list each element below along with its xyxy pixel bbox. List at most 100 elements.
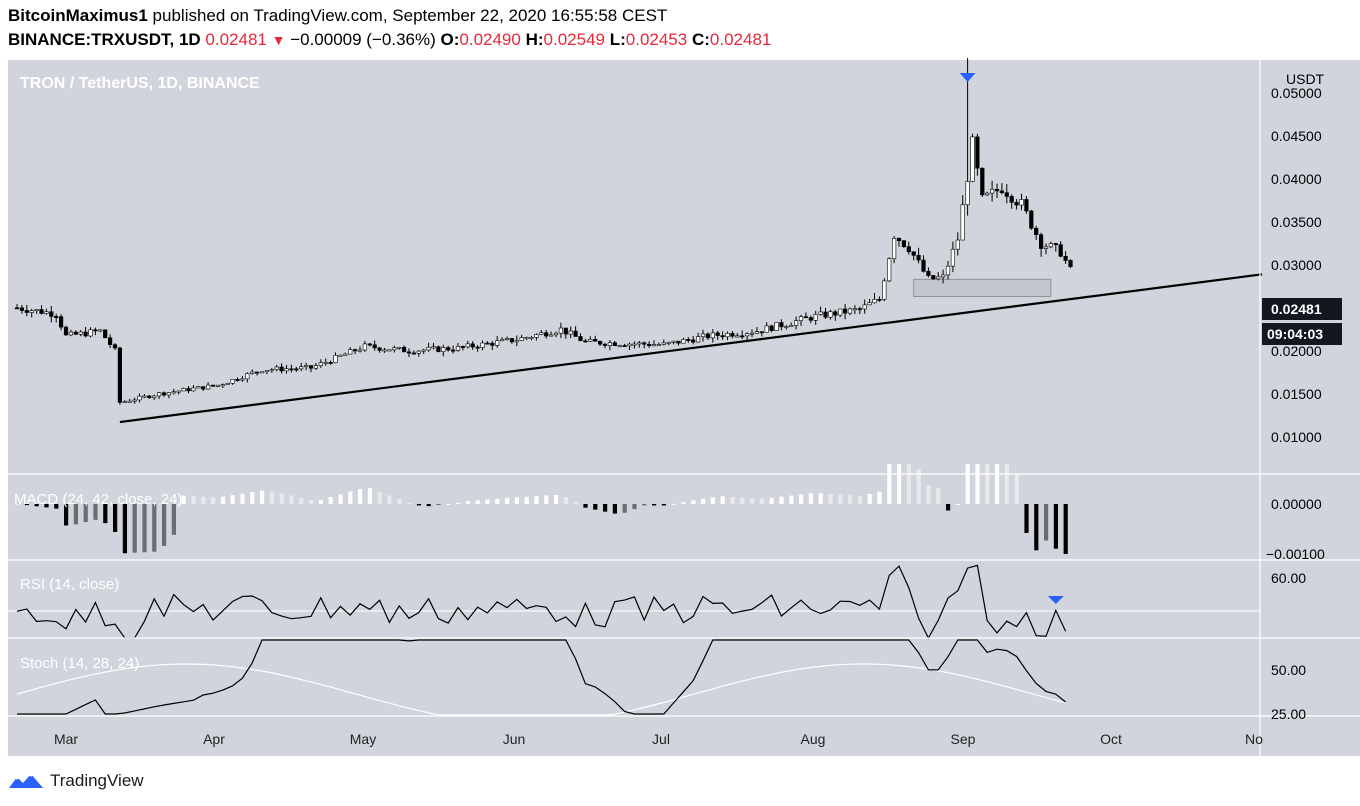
candle-up [989,188,995,194]
candle-up [735,335,740,338]
candle-down [769,325,774,331]
ascending-trendline [119,273,1263,424]
candle-down [83,331,88,337]
chart-background [8,60,1260,756]
macd-bar [485,499,490,504]
candle-up [1019,199,1024,206]
macd-bar [348,491,353,504]
candle-up [230,379,235,384]
candle-down [186,388,191,392]
candle-up [34,309,39,311]
macd-bar [426,504,431,507]
candle-down [705,333,710,339]
month-nov: No [1245,731,1263,747]
candle-down [117,347,122,403]
candle-up [284,368,289,372]
ohlc-line: BINANCE:TRXUSDT, 1D 0.02481 ▼ −0.00009 (… [8,30,771,50]
candle-up [700,333,706,337]
macd-bar [681,502,686,504]
macd-bar [514,497,519,504]
macd-bar [740,497,745,504]
stoch-tick-1: 25.00 [1271,706,1306,722]
macd-bar [838,494,843,504]
macd-bar [897,464,902,504]
macd-bar [769,497,774,504]
candle-up [519,337,524,341]
macd-bar [1044,504,1049,541]
candle-up [524,337,529,339]
candle-down [931,275,936,280]
rsi-line [16,564,1067,640]
last-price-badge-text: 0.02481 [1271,301,1322,317]
macd-bar [622,504,627,513]
price-scale[interactable] [1260,60,1360,756]
candle-down [93,329,98,332]
candle-up [269,369,274,372]
candle-up [882,280,887,300]
candle-up [264,370,270,373]
macd-bar [24,504,29,506]
candle-up [225,383,230,385]
macd-bar [612,504,617,514]
candle-down [975,136,980,169]
candle-up [681,339,686,344]
tradingview-footer[interactable]: TradingView [8,770,144,792]
low-label: L: [609,30,626,49]
chart-area[interactable]: TRON / TetherUS, 1D, BINANCE USDT 0.0500… [0,58,1360,758]
candle-up [166,392,172,396]
candle-up [754,331,759,334]
candle-down [108,337,113,345]
candle-down [642,342,647,345]
author-name[interactable]: BitcoinMaximus1 [8,6,148,25]
candle-down [367,343,372,346]
macd-bar [230,495,235,504]
month-jun: Jun [503,731,526,747]
candle-up [862,304,867,310]
macd-bar [397,499,402,504]
month-aug: Aug [801,731,826,747]
candle-down [1063,256,1068,261]
close-value: 0.02481 [709,30,772,49]
candle-up [504,338,510,340]
candle-down [916,255,921,261]
macd-bar [671,503,676,505]
candle-up [798,316,804,322]
macd-bar [946,504,951,511]
down-arrow-icon: ▼ [271,32,286,48]
candle-down [294,368,299,371]
macd-bar [240,493,245,504]
macd-bar [808,493,813,504]
candle-up [421,349,426,352]
macd-bar [759,498,764,504]
price-change: −0.00009 (−0.36%) [290,30,436,49]
candle-up [68,331,73,336]
macd-bar [407,502,412,504]
month-sep: Sep [951,731,976,747]
candle-up [88,329,93,337]
candle-up [749,332,755,335]
candle-up [588,339,593,342]
tradingview-logo-icon [9,771,43,788]
macd-bar [1063,504,1068,554]
candle-down [646,343,652,347]
candle-down [352,349,358,352]
candle-up [274,366,279,370]
macd-bar [309,500,314,504]
candle-up [774,322,779,331]
candle-down [1014,202,1019,206]
high-label: H: [525,30,544,49]
macd-bar [475,500,480,504]
candle-up [617,345,622,347]
candle-down [1058,244,1063,257]
candle-down [73,331,78,335]
macd-bar [818,493,823,504]
macd-bar [211,497,216,504]
macd-bar [995,464,1000,504]
macd-bar [906,464,911,504]
macd-bar [799,494,804,504]
candle-up [539,332,544,335]
candle-down [279,366,284,372]
candle-up [313,365,319,369]
macd-bar [730,496,735,504]
macd-bar [446,503,451,505]
